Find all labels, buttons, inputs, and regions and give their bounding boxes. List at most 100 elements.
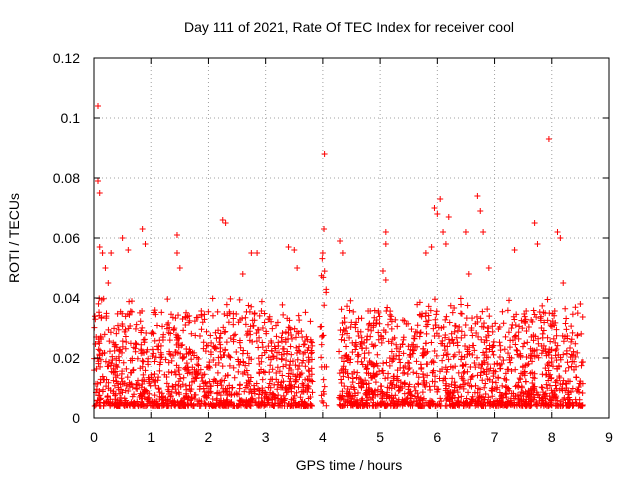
data-point: [124, 374, 131, 381]
data-point: [207, 383, 214, 390]
data-point: [531, 311, 538, 318]
data-point: [214, 308, 221, 315]
data-point: [493, 386, 500, 393]
data-point: [254, 326, 261, 333]
data-point: [391, 334, 398, 341]
data-point: [482, 380, 489, 387]
data-point: [319, 255, 326, 262]
data-point: [365, 380, 372, 387]
data-point: [429, 369, 436, 376]
data-point: [505, 366, 512, 373]
data-point: [576, 402, 583, 409]
data-point: [394, 367, 401, 374]
data-point: [568, 338, 575, 345]
data-point: [166, 391, 173, 398]
data-point: [439, 357, 446, 364]
data-point: [428, 359, 435, 366]
data-point: [551, 312, 558, 319]
data-point: [556, 387, 563, 394]
data-point: [115, 326, 122, 333]
data-point: [173, 250, 180, 256]
data-point: [220, 351, 227, 358]
data-point: [360, 380, 367, 387]
data-point: [391, 383, 398, 390]
data-point: [175, 378, 182, 385]
data-point: [281, 397, 288, 404]
data-point: [116, 357, 123, 364]
data-point: [206, 389, 213, 396]
data-point: [500, 394, 507, 401]
data-point: [545, 136, 552, 142]
data-point: [478, 336, 485, 343]
data-point: [572, 304, 579, 311]
data-point: [107, 362, 114, 369]
data-point: [574, 331, 581, 338]
data-point: [190, 401, 197, 408]
data-point: [235, 368, 242, 375]
data-point: [443, 395, 450, 402]
data-point: [246, 308, 253, 315]
data-point: [165, 359, 172, 366]
data-point: [179, 316, 186, 323]
data-point: [250, 322, 257, 329]
data-point: [362, 390, 369, 397]
data-point: [400, 334, 407, 341]
data-point: [399, 400, 406, 407]
data-point: [119, 235, 126, 241]
data-point: [139, 226, 146, 232]
data-point: [465, 380, 472, 387]
data-point: [194, 370, 201, 377]
data-point: [442, 402, 449, 409]
data-point: [343, 325, 350, 332]
data-point: [251, 311, 258, 318]
data-point: [461, 332, 468, 339]
data-point: [425, 303, 432, 310]
data-point: [523, 308, 530, 315]
data-point: [341, 314, 348, 321]
data-point: [552, 382, 559, 389]
data-point: [133, 321, 140, 328]
data-point: [363, 345, 370, 352]
data-point: [440, 229, 447, 235]
data-point: [220, 385, 227, 392]
data-point: [203, 328, 210, 335]
data-point: [149, 329, 156, 336]
data-point: [206, 402, 213, 409]
data-point: [239, 398, 246, 405]
data-point: [529, 358, 536, 365]
data-point: [211, 376, 218, 383]
data-point: [115, 380, 122, 387]
data-point: [245, 302, 252, 309]
data-point: [239, 271, 246, 277]
data-point: [217, 392, 224, 399]
data-point: [571, 366, 578, 373]
data-point: [189, 370, 196, 377]
data-point: [500, 402, 507, 409]
data-point: [373, 317, 380, 324]
data-point: [394, 323, 401, 330]
data-point: [415, 393, 422, 400]
data-point: [321, 226, 328, 232]
data-point: [122, 333, 129, 340]
data-point: [92, 341, 99, 348]
data-point: [371, 307, 378, 314]
data-point: [146, 378, 153, 385]
data-point: [298, 402, 305, 409]
data-point: [279, 330, 286, 337]
data-point: [321, 268, 328, 275]
data-point: [175, 312, 182, 319]
data-point: [467, 363, 474, 370]
data-point: [217, 398, 224, 405]
data-point: [303, 333, 310, 340]
data-point: [95, 103, 102, 109]
data-point: [344, 303, 351, 310]
data-point: [166, 337, 173, 344]
data-point: [113, 363, 120, 370]
data-point: [295, 312, 302, 319]
data-point: [404, 394, 411, 401]
data-point: [363, 336, 370, 343]
data-point: [414, 329, 421, 336]
data-point: [554, 229, 561, 235]
data-point: [382, 229, 389, 235]
